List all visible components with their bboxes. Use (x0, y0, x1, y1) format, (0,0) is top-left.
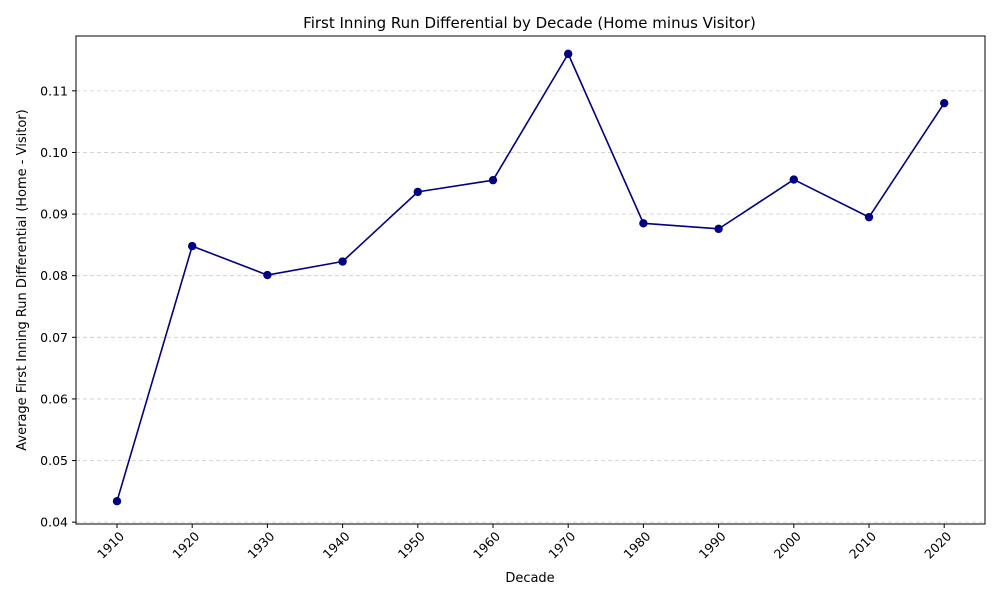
data-point (714, 224, 723, 234)
x-tick-label: 1990 (696, 528, 729, 561)
data-series (112, 49, 949, 506)
y-tick-label: 0.05 (40, 453, 68, 468)
x-axis-label: Decade (505, 571, 554, 586)
x-tick-label: 1930 (244, 528, 277, 561)
y-axis-label: Average First Inning Run Differential (H… (15, 109, 30, 450)
data-point (488, 175, 498, 185)
data-point (564, 49, 573, 59)
data-point (940, 98, 949, 108)
series-line (116, 53, 945, 502)
data-point (864, 212, 874, 222)
y-tick-label: 0.09 (40, 207, 68, 222)
chart-title: First Inning Run Differential by Decade … (303, 14, 756, 32)
x-tick-label: 1910 (94, 528, 127, 561)
plot-frame (75, 35, 986, 525)
x-tick-label: 1980 (620, 528, 653, 561)
y-tick-label: 0.08 (40, 268, 68, 283)
y-tick-label: 0.07 (40, 330, 68, 345)
data-point (188, 241, 197, 251)
x-tick-label: 2010 (846, 528, 879, 561)
y-tick-label: 0.04 (40, 515, 68, 530)
data-point (338, 257, 347, 266)
x-tick-label: 1970 (545, 528, 578, 561)
x-tick-label: 1960 (470, 528, 503, 561)
x-tick-label: 1940 (320, 528, 353, 561)
data-point (639, 219, 648, 228)
data-point (112, 497, 122, 506)
x-tick-label: 2000 (771, 528, 804, 561)
data-point (789, 175, 798, 184)
data-point (413, 187, 422, 197)
x-tick-label: 1920 (169, 528, 202, 561)
data-point (263, 270, 272, 280)
y-tick-label: 0.11 (40, 83, 68, 98)
y-gridlines (76, 90, 985, 523)
y-tick-label: 0.06 (40, 391, 68, 406)
y-tick-label: 0.10 (40, 145, 68, 160)
axis-ticks: 0.04 0.05 0.06 0.07 0.08 0.09 0.10 0.11 1910 1920… (40, 83, 954, 561)
x-tick-label: 1950 (395, 528, 428, 561)
x-tick-label: 2020 (921, 528, 954, 561)
